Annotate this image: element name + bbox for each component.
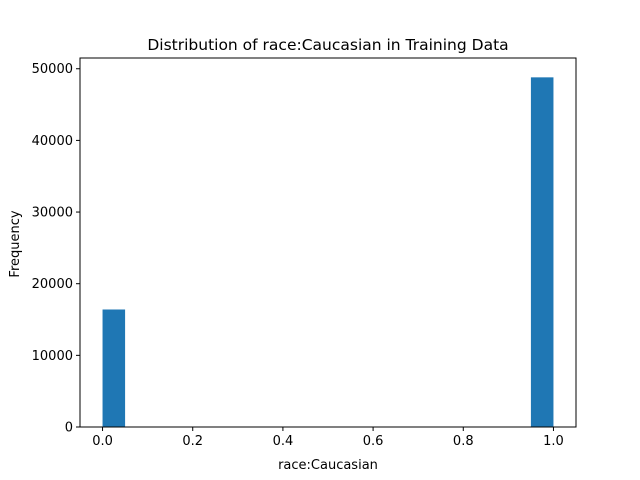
x-axis-ticks: 0.0 0.2 0.4 0.6 0.8 1.0	[92, 427, 564, 449]
y-tick-label: 10000	[32, 349, 73, 364]
x-tick-label: 0.4	[273, 434, 294, 449]
chart-title: Distribution of race:Caucasian in Traini…	[147, 36, 508, 54]
y-axis-ticks: 0 10000 20000 30000 40000 50000	[32, 62, 80, 436]
y-tick-label: 0	[65, 421, 73, 436]
histogram-bar-1	[530, 77, 554, 427]
x-tick-label: 0.0	[92, 434, 113, 449]
histogram-bar-0	[102, 309, 126, 427]
x-axis-title: race:Caucasian	[278, 458, 378, 473]
x-tick-label: 0.8	[453, 434, 474, 449]
x-tick-label: 1.0	[543, 434, 564, 449]
x-tick-label: 0.6	[363, 434, 384, 449]
y-axis-title: Frequency	[8, 210, 23, 277]
y-tick-label: 20000	[32, 277, 73, 292]
y-tick-label: 40000	[32, 134, 73, 149]
x-tick-label: 0.2	[182, 434, 203, 449]
y-tick-label: 50000	[32, 62, 73, 77]
plot-frame	[79, 57, 577, 428]
y-tick-label: 30000	[32, 206, 73, 221]
bars-group	[102, 77, 554, 427]
